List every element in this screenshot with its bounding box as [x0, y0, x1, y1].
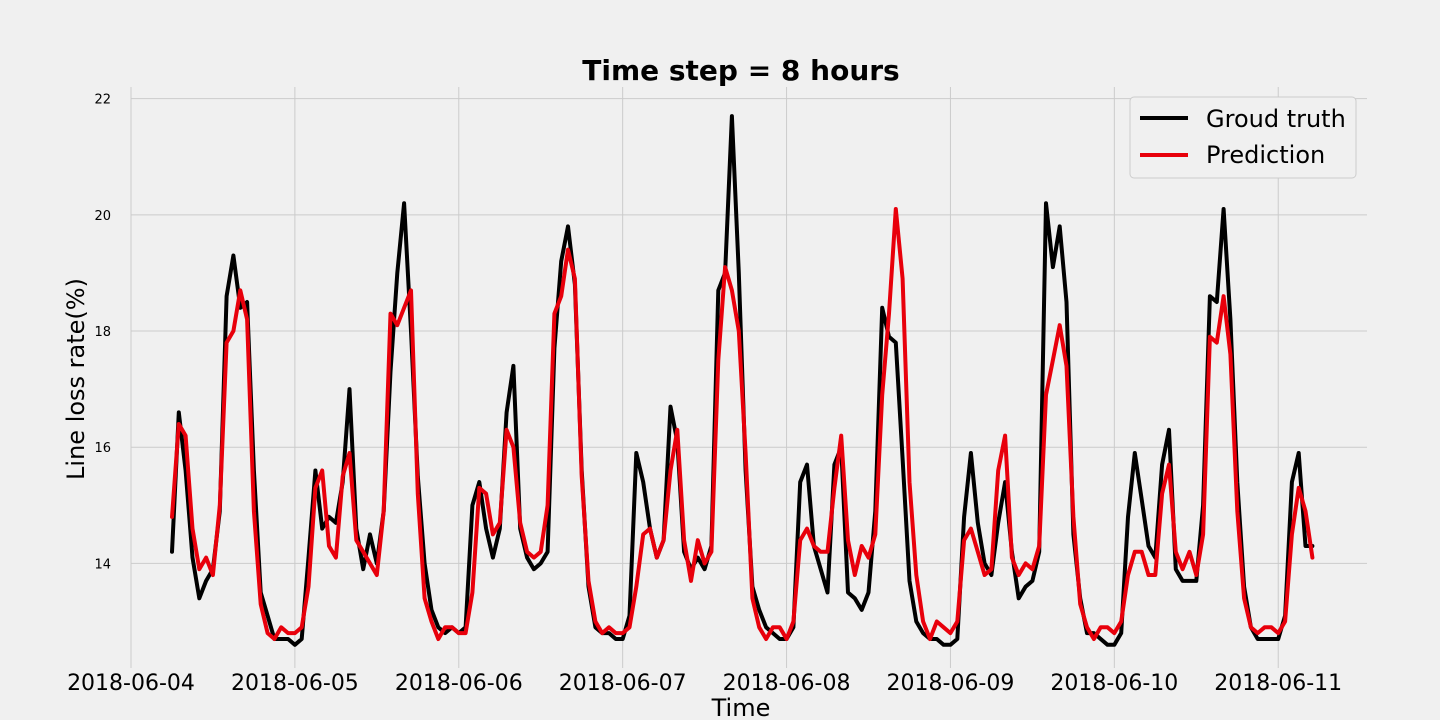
x-axis-label: Time: [711, 694, 771, 720]
series-layer: [170, 114, 1315, 647]
legend-label-prediction: Prediction: [1206, 141, 1325, 169]
x-tick-labels: 2018-06-04 2018-06-05 2018-06-06 2018-06-07…: [67, 671, 1342, 696]
chart-title: Time step = 8 hours: [582, 54, 899, 87]
legend: Groud truth Prediction: [1129, 96, 1357, 179]
legend-label-ground-truth: Groud truth: [1206, 105, 1346, 133]
y-tick-label: 16: [94, 441, 111, 456]
y-tick-label: 20: [94, 209, 111, 224]
x-tick-label: 2018-06-08: [723, 671, 851, 696]
y-tick-labels: 14 16 18 20 22: [94, 93, 111, 573]
x-tick-label: 2018-06-07: [559, 671, 687, 696]
y-tick-label: 18: [94, 325, 111, 340]
x-tick-label: 2018-06-10: [1050, 671, 1178, 696]
x-tick-label: 2018-06-05: [231, 671, 359, 696]
x-tick-label: 2018-06-04: [67, 671, 195, 696]
x-tick-label: 2018-06-09: [887, 671, 1015, 696]
y-tick-label: 22: [94, 93, 111, 108]
y-axis-label: Line loss rate(%): [62, 278, 90, 480]
series-line-prediction: [170, 207, 1315, 641]
x-tick-label: 2018-06-11: [1214, 671, 1342, 696]
grid: [130, 87, 1367, 668]
x-tick-label: 2018-06-06: [395, 671, 523, 696]
y-tick-label: 14: [94, 557, 111, 572]
